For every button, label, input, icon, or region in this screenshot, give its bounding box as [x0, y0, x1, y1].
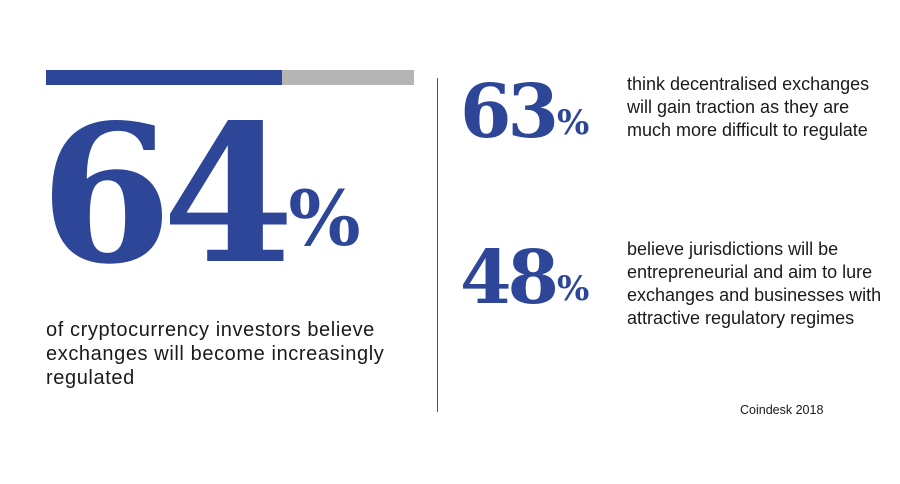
stat-decentralised-percent-sign: %	[556, 103, 590, 143]
main-stat-value: 64	[40, 83, 294, 306]
progress-bar-fill	[46, 70, 282, 85]
stat-jurisdictions: 48%	[460, 238, 589, 328]
stat-jurisdictions-value: 48	[460, 235, 559, 321]
main-stat: 64%	[40, 95, 361, 295]
stat-jurisdictions-percent-sign: %	[556, 269, 590, 309]
stat-decentralised-description: think decentralised exchanges will gain …	[627, 74, 870, 140]
main-stat-percent-sign: %	[288, 174, 361, 263]
stat-decentralised: 63%	[460, 72, 589, 162]
main-stat-description: of cryptocurrency investors believe exch…	[46, 319, 385, 389]
vertical-divider	[437, 78, 438, 412]
stat-jurisdictions-description: believe jurisdictions will be entreprene…	[627, 239, 882, 328]
source-label: Coindesk 2018	[740, 403, 824, 417]
progress-bar-track	[46, 70, 414, 85]
stat-decentralised-value: 63	[460, 69, 559, 155]
